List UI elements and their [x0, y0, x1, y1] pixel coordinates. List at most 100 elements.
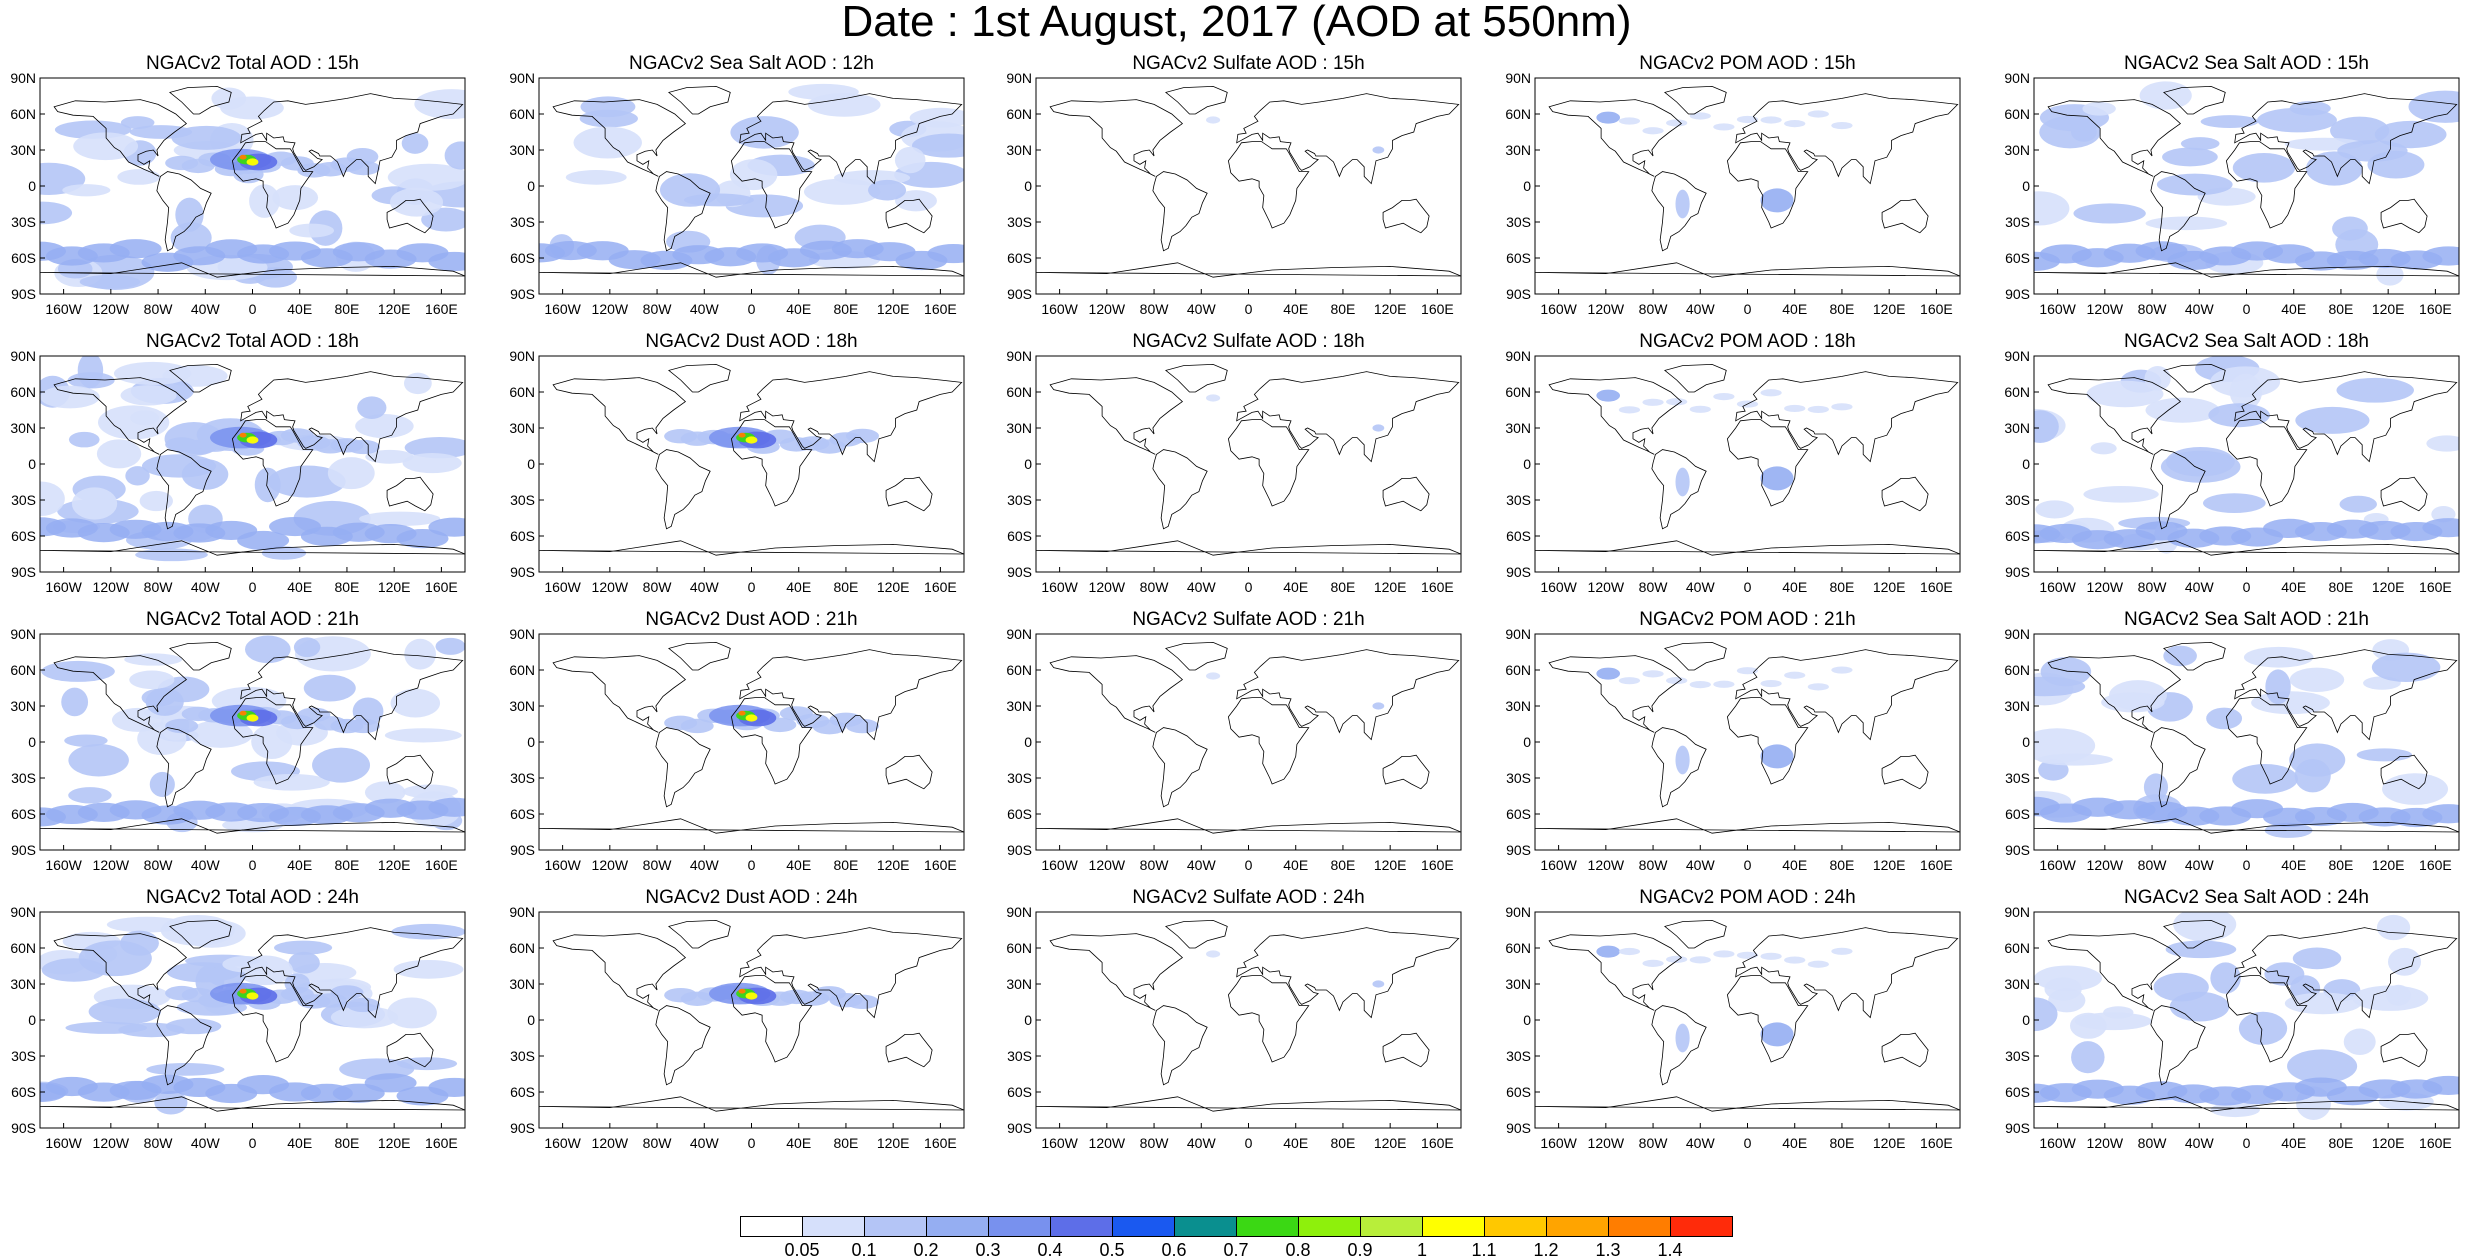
- aod-patch: [222, 956, 269, 973]
- lat-label: 30N: [509, 976, 535, 992]
- coastline: [386, 198, 434, 234]
- lat-label: 30N: [1505, 142, 1531, 158]
- lon-label: 80W: [1140, 857, 1170, 873]
- aod-patch: [96, 439, 142, 469]
- lon-label: 120W: [93, 1135, 130, 1151]
- coastline: [386, 754, 434, 790]
- map-panel: NGACv2 Sea Salt AOD : 12h 90N 60N 30N 0 30S 60…: [493, 54, 974, 340]
- map-panel: NGACv2 POM AOD : 15h 90N 60N 30N 0 30S 60S 90S 1…: [1489, 54, 1970, 340]
- colorbar-label: 0.2: [913, 1240, 938, 1260]
- colorbar-label: 1: [1417, 1240, 1427, 1260]
- coastline: [1049, 933, 1184, 1011]
- lat-label: 60N: [10, 106, 36, 122]
- aod-patch: [1675, 1023, 1690, 1053]
- aod-patch: [246, 158, 259, 166]
- lon-label: 120E: [378, 301, 411, 317]
- lat-label: 30N: [1505, 976, 1531, 992]
- colorbar-swatch: [988, 1216, 1051, 1237]
- lon-label: 40W: [1187, 579, 1217, 595]
- aod-patch: [1642, 127, 1664, 135]
- aod-patch: [565, 170, 627, 185]
- aod-patch: [404, 638, 437, 670]
- aod-patch: [738, 432, 746, 438]
- lat-label: 30S: [11, 770, 36, 786]
- colorbar-swatch: [1360, 1216, 1423, 1237]
- aod-patch: [2035, 500, 2074, 519]
- aod-field: [1535, 85, 1960, 278]
- lon-label: 80E: [1330, 301, 1355, 317]
- lat-label: 60S: [1007, 1084, 1032, 1100]
- aod-patch: [272, 185, 319, 211]
- aod-patch: [40, 201, 73, 225]
- aod-patch: [2294, 759, 2331, 793]
- lon-label: 160W: [45, 857, 82, 873]
- lat-label: 0: [527, 178, 535, 194]
- aod-patch: [1760, 744, 1794, 769]
- lon-label: 120E: [378, 579, 411, 595]
- coastline: [668, 85, 731, 115]
- aod-patch: [845, 428, 879, 444]
- aod-patch: [71, 487, 118, 520]
- coastline: [2380, 754, 2428, 790]
- lon-label: 120E: [378, 1135, 411, 1151]
- lon-label: 40E: [2281, 301, 2306, 317]
- aod-field: [40, 85, 465, 291]
- aod-field: [2034, 81, 2459, 286]
- coastline: [1548, 933, 1683, 1011]
- lat-label: 60N: [1505, 940, 1531, 956]
- lon-label: 80E: [1829, 857, 1854, 873]
- world-map: 90N 60N 30N 0 30S 60S 90S 160W 120W 80W 40W 0 40E 80E…: [509, 904, 965, 1151]
- coastline: [2226, 141, 2308, 229]
- lon-label: 0: [1245, 857, 1253, 873]
- world-map: 90N 60N 30N 0 30S 60S 90S 160W 120W 80W 40W 0 40E 80E…: [1006, 904, 1462, 1151]
- coastline: [1236, 649, 1460, 741]
- lon-label: 80E: [1829, 1135, 1854, 1151]
- coastline: [539, 1096, 964, 1112]
- lat-label: 90N: [2004, 904, 2030, 920]
- coastline: [2150, 727, 2206, 808]
- aod-patch: [246, 436, 259, 444]
- map-panel: NGACv2 Sulfate AOD : 15h 90N 60N 30N 0 30S 60S…: [990, 54, 1471, 340]
- aod-patch: [125, 466, 150, 486]
- aod-patch: [1596, 945, 1620, 958]
- lon-label: 40W: [191, 1135, 221, 1151]
- panel-title: NGACv2 Dust AOD : 21h: [645, 609, 858, 630]
- lon-label: 120E: [877, 301, 910, 317]
- aod-patch: [2143, 773, 2169, 801]
- aod-patch: [120, 930, 159, 956]
- aod-patch: [2165, 447, 2235, 477]
- coastline: [539, 818, 964, 834]
- lat-label: 0: [1523, 734, 1531, 750]
- lon-label: 80W: [144, 579, 174, 595]
- coastline: [1727, 141, 1809, 229]
- map-panel: NGACv2 Total AOD : 24h 90N 60N 30N 0 30S 60S 90…: [0, 888, 475, 1174]
- aod-patch: [124, 653, 183, 666]
- lon-label: 80E: [2328, 301, 2353, 317]
- aod-patch: [289, 223, 335, 238]
- lat-label: 60S: [1007, 250, 1032, 266]
- map-panel: NGACv2 Sea Salt AOD : 24h 90N 60N 30N 0 30S 60…: [1988, 888, 2469, 1174]
- map-panel: NGACv2 Sea Salt AOD : 21h 90N 60N 30N 0 30S 60…: [1988, 610, 2469, 896]
- coastline: [386, 1032, 434, 1068]
- lon-label: 120W: [1089, 579, 1126, 595]
- aod-patch: [2139, 81, 2192, 110]
- map-frame: [538, 355, 965, 573]
- aod-patch: [2103, 1006, 2134, 1019]
- colorbar-swatch: [1236, 1216, 1299, 1237]
- lat-label: 90S: [510, 564, 535, 580]
- map-frame: [1534, 633, 1961, 851]
- lon-label: 40E: [1283, 1135, 1308, 1151]
- lon-label: 80E: [1829, 301, 1854, 317]
- coastline: [156, 727, 212, 808]
- aod-patch: [1713, 392, 1735, 401]
- lat-label: 90S: [510, 286, 535, 302]
- coastline: [1727, 697, 1809, 785]
- aod-patch: [2206, 707, 2243, 730]
- lon-label: 80E: [2328, 579, 2353, 595]
- lat-label: 30N: [1006, 420, 1032, 436]
- lon-label: 0: [2243, 1135, 2251, 1151]
- lat-label: 60N: [2004, 106, 2030, 122]
- lat-label: 90S: [1506, 286, 1531, 302]
- lon-label: 0: [1744, 579, 1752, 595]
- lat-label: 60S: [11, 250, 36, 266]
